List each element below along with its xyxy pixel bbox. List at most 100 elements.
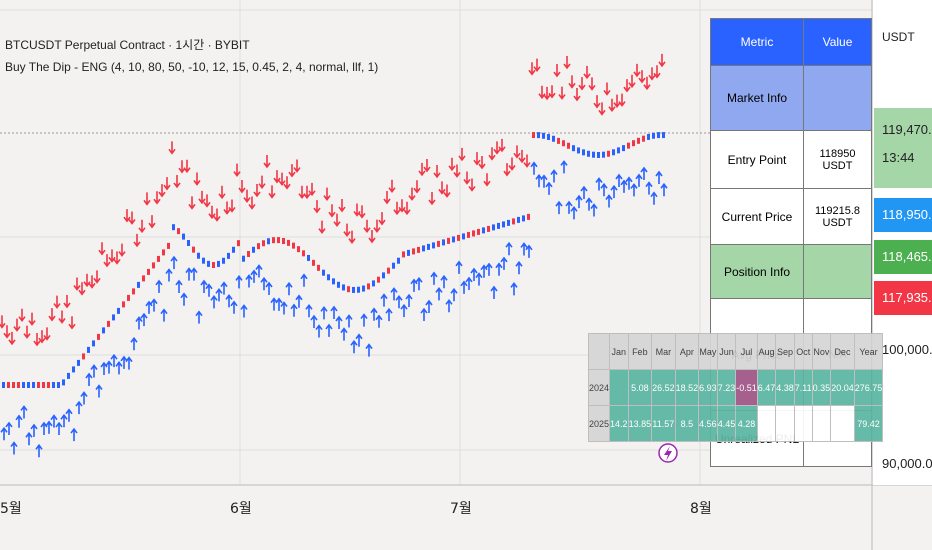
buy-arrow — [620, 179, 628, 193]
bar-tick — [477, 228, 480, 235]
bar-tick — [82, 353, 85, 360]
sell-arrow — [163, 177, 171, 191]
sell-arrow — [123, 209, 131, 223]
bar-tick — [192, 246, 195, 253]
sell-arrow — [333, 213, 341, 228]
buy-arrow — [410, 278, 418, 292]
bar-tick — [522, 215, 525, 222]
bar-tick — [172, 224, 175, 231]
bar-tick — [297, 246, 300, 253]
sell-arrow — [473, 152, 481, 166]
buy-arrow — [365, 343, 373, 357]
sell-arrow — [258, 175, 266, 190]
buy-arrow — [550, 169, 558, 183]
sell-arrow — [358, 205, 366, 219]
buy-arrow — [50, 414, 58, 428]
buy-arrow — [225, 294, 233, 308]
sell-arrow — [518, 149, 526, 164]
buy-arrow — [525, 244, 533, 258]
bar-tick — [587, 150, 590, 157]
month-header: Mar — [651, 333, 676, 370]
buy-arrow — [470, 267, 478, 281]
sell-arrow — [468, 178, 476, 192]
sell-arrow — [508, 157, 516, 171]
sell-arrow — [338, 199, 346, 213]
return-cell: 4.28 — [735, 405, 758, 442]
sell-arrow — [78, 282, 86, 296]
bar-tick — [537, 132, 540, 139]
header-row: Jan Feb Mar Apr May Jun Jul Aug Sep Oct Nov Dec Year — [587, 333, 884, 370]
sell-arrow — [603, 82, 611, 96]
bar-tick — [107, 320, 110, 327]
buy-arrow — [385, 307, 393, 322]
bar-tick — [627, 142, 630, 149]
buy-arrow — [505, 241, 513, 256]
bar-tick — [612, 149, 615, 156]
sell-arrow — [128, 211, 136, 225]
bar-tick — [257, 243, 260, 250]
bar-tick — [622, 145, 625, 152]
month-header: Jul — [735, 333, 758, 370]
sell-arrow — [643, 76, 651, 91]
sell-arrow — [83, 273, 91, 288]
currency: USDT — [882, 30, 915, 44]
bar-tick — [367, 283, 370, 290]
bar-tick — [212, 261, 215, 268]
buy-arrow — [220, 281, 228, 295]
buy-arrow — [165, 268, 173, 282]
bar-tick — [407, 249, 410, 256]
last-price: 119,470.0 13:44 — [874, 108, 932, 188]
buy-arrow — [45, 420, 53, 434]
buy-arrow — [555, 200, 563, 215]
month-header: Oct — [793, 333, 813, 370]
sell-arrow — [138, 219, 146, 234]
buy-arrow — [230, 300, 238, 314]
sell-arrow — [533, 58, 541, 73]
buy-arrow — [125, 356, 133, 370]
buy-arrow — [615, 173, 623, 187]
buy-arrow — [150, 298, 158, 312]
bar-tick — [247, 251, 250, 258]
bar-tick — [387, 267, 390, 274]
bar-tick — [267, 238, 270, 245]
bar-tick — [67, 372, 70, 379]
bar-tick — [52, 382, 55, 388]
sell-arrow — [18, 308, 26, 323]
time-tick: 8월 — [690, 501, 712, 517]
bar-tick — [487, 225, 490, 232]
bar-tick — [12, 382, 15, 388]
sell-arrow — [193, 172, 201, 186]
bar-tick — [252, 246, 255, 253]
buy-arrow — [215, 287, 223, 302]
bar-tick — [632, 140, 635, 147]
bar-tick — [162, 249, 165, 256]
metric-value: 119215.8 USDT — [803, 188, 872, 245]
buy-arrow — [335, 315, 343, 329]
sell-arrow — [558, 86, 566, 100]
sell-arrow — [33, 332, 41, 347]
sell-arrow — [68, 316, 76, 330]
sell-arrow — [378, 212, 386, 226]
sell-arrow — [93, 270, 101, 284]
bar-tick — [327, 274, 330, 281]
bar-tick — [532, 132, 535, 139]
sell-arrow — [438, 181, 446, 195]
countdown: 13:44 — [882, 150, 915, 165]
buy-arrow — [325, 323, 333, 337]
bar-tick — [102, 327, 105, 334]
buy-arrow — [405, 293, 413, 308]
bar-tick — [352, 286, 355, 293]
sell-arrow — [178, 160, 186, 174]
buy-arrow — [485, 262, 493, 276]
return-cell: 6.93 — [698, 369, 718, 406]
buy-arrow — [195, 310, 203, 324]
buy-arrow — [420, 307, 428, 322]
metric-value — [803, 244, 872, 299]
bar-tick — [7, 382, 10, 388]
sell-arrow — [493, 141, 501, 155]
buy-arrow — [635, 173, 643, 187]
return-cell: 14.2 — [609, 405, 629, 442]
buy-arrow — [110, 353, 118, 368]
sell-arrow — [108, 249, 116, 263]
buy-arrow — [280, 301, 288, 315]
